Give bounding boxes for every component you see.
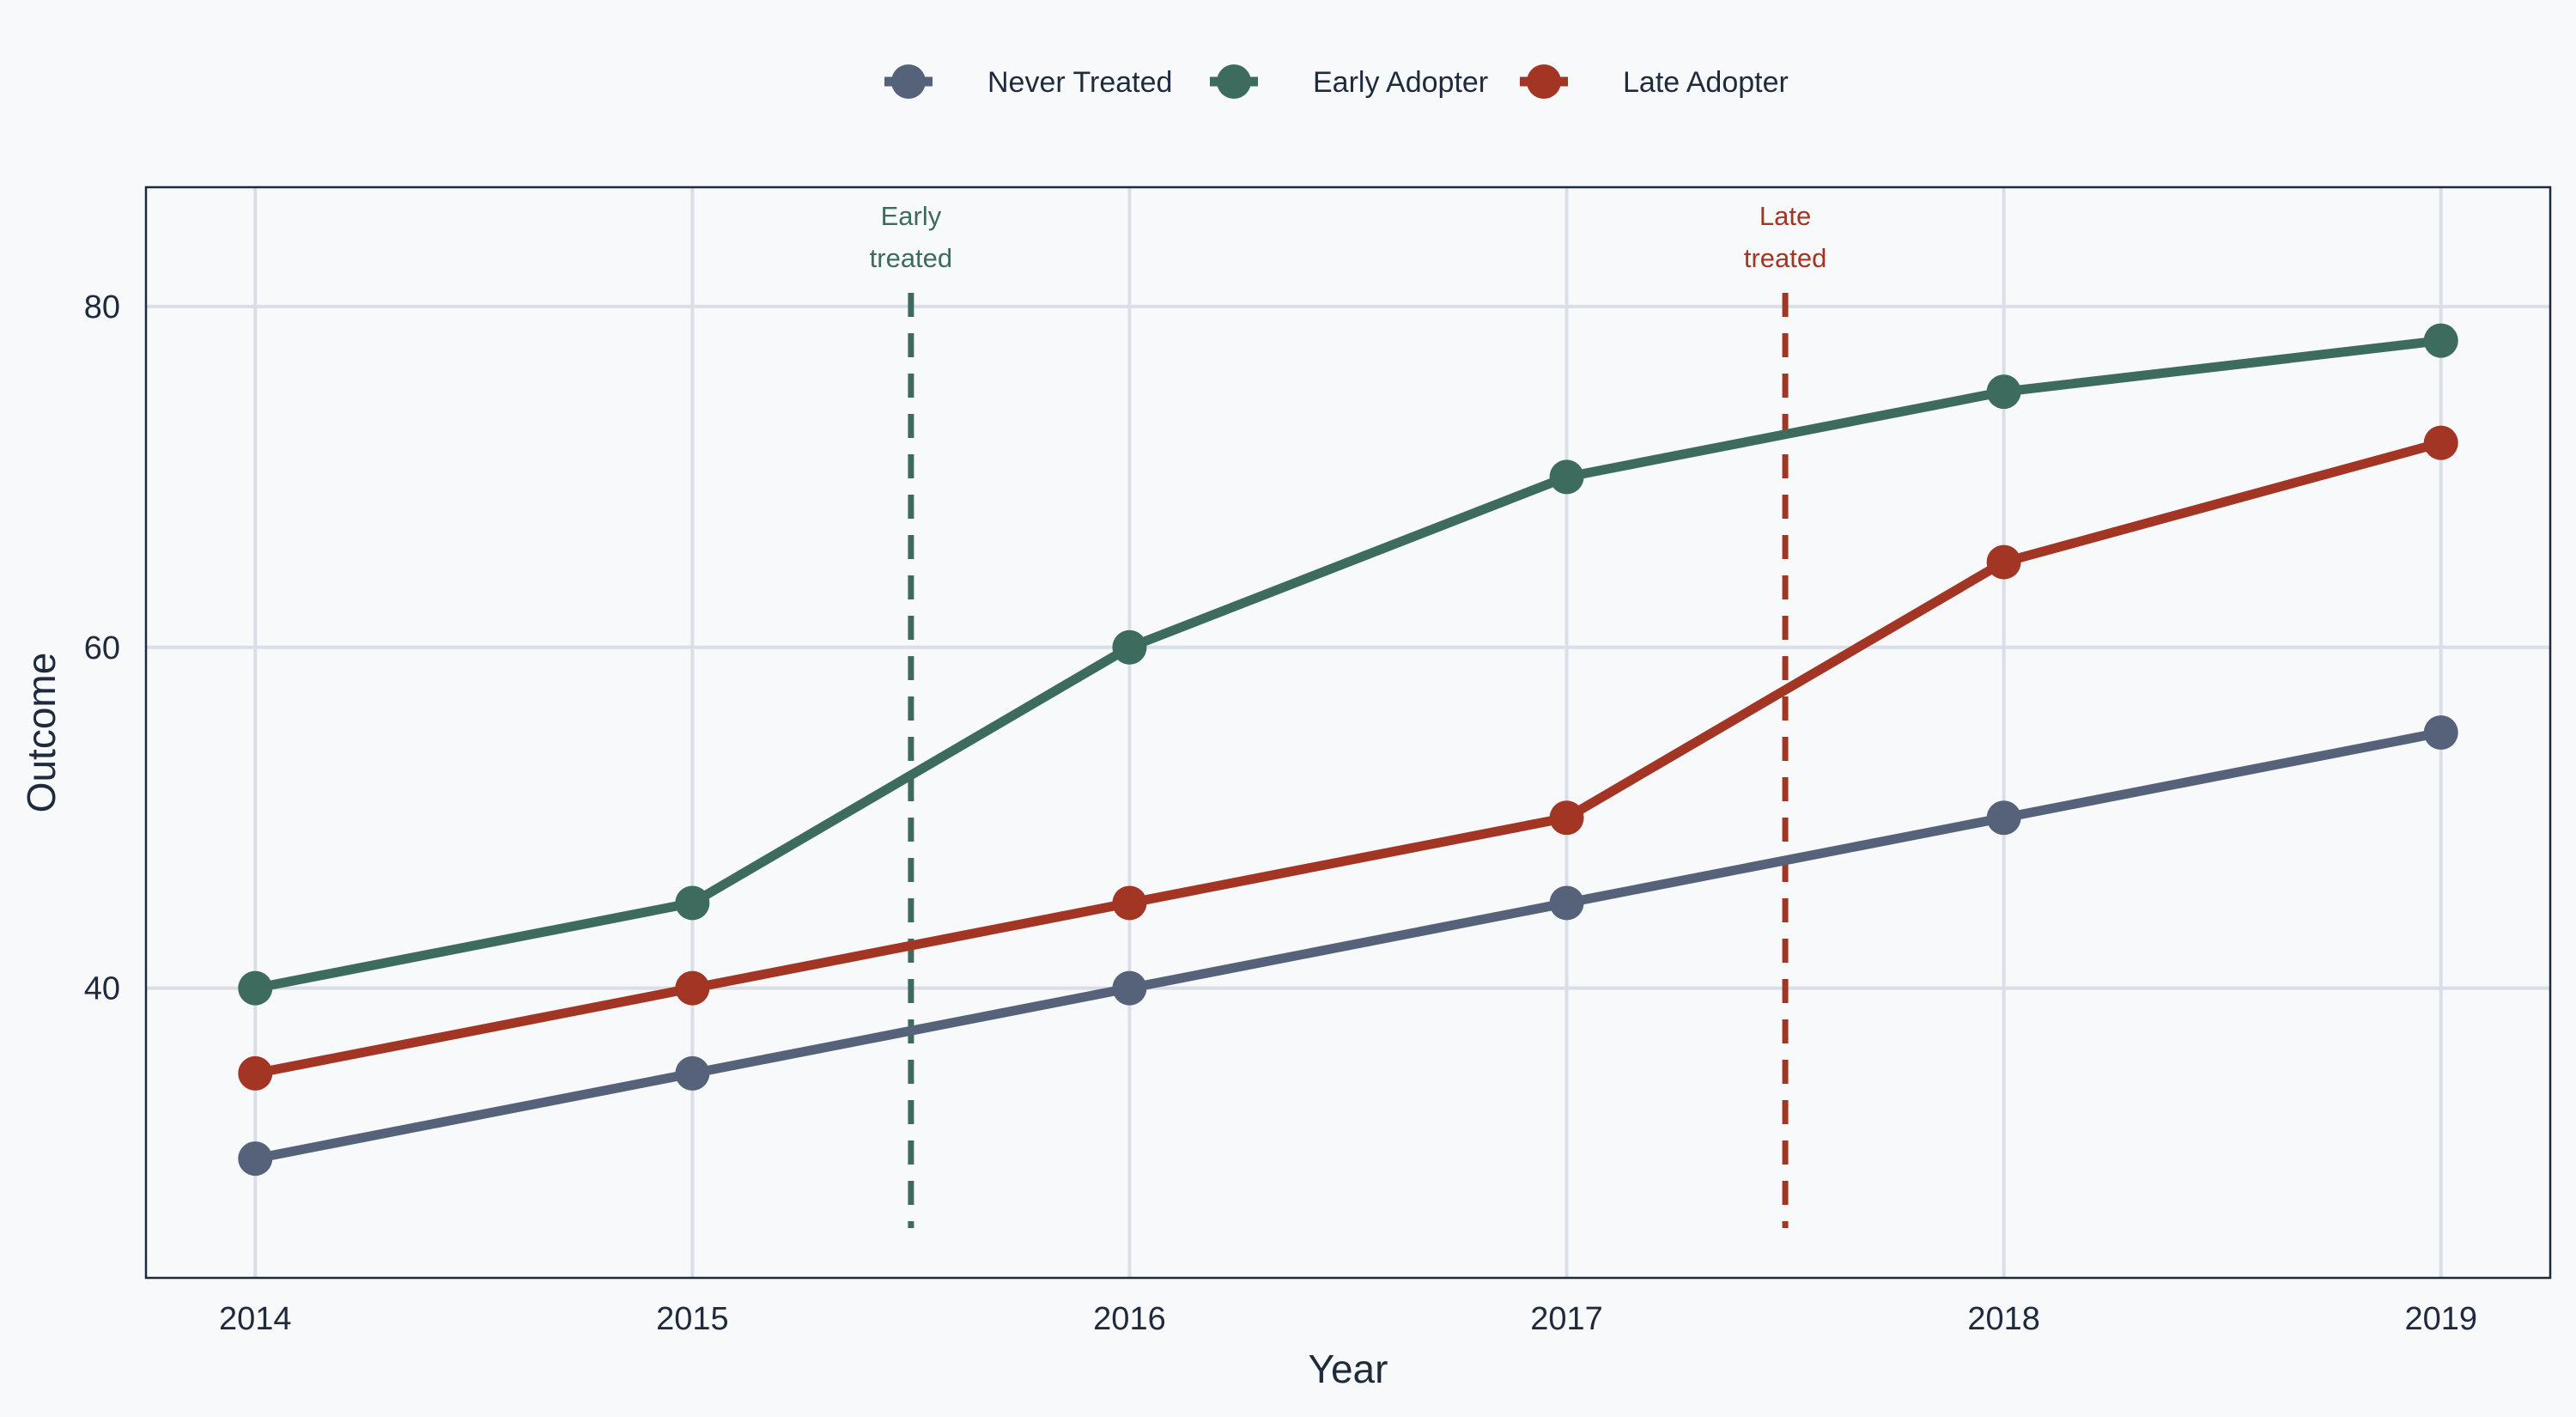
data-point	[1986, 374, 2021, 410]
data-point	[238, 1141, 273, 1177]
legend-marker	[1527, 64, 1561, 99]
x-axis-title: Year	[1309, 1347, 1388, 1391]
data-point	[238, 970, 273, 1006]
treatment-label-line2: treated	[870, 243, 953, 273]
series-points	[238, 323, 2458, 1177]
legend-label: Early Adopter	[1313, 66, 1488, 99]
y-axis-ticks: 40 60 80	[84, 289, 120, 1007]
x-tick-label: 2014	[219, 1301, 292, 1337]
series-line	[250, 336, 2446, 994]
x-tick-label: 2017	[1530, 1301, 1603, 1337]
legend: Never Treated Early Adopter Late Adopter	[884, 64, 1789, 99]
series-line	[250, 727, 2446, 1164]
data-point	[675, 970, 710, 1006]
x-tick-label: 2018	[1967, 1301, 2040, 1337]
legend-marker	[1217, 64, 1251, 99]
treatment-annotations: Early treated Late treated	[870, 201, 1827, 1228]
data-point	[1112, 970, 1147, 1006]
data-point	[1986, 800, 2021, 836]
data-point	[2423, 323, 2458, 358]
y-tick-label: 60	[84, 630, 120, 666]
series-line	[250, 438, 2446, 1079]
y-axis-title: Outcome	[19, 653, 64, 813]
data-point	[238, 1055, 273, 1091]
treatment-label-line1: Late	[1759, 201, 1811, 231]
legend-label: Never Treated	[987, 66, 1172, 99]
data-point	[675, 885, 710, 921]
data-point	[1986, 544, 2021, 580]
series-lines	[250, 336, 2446, 1164]
legend-label: Late Adopter	[1623, 66, 1789, 99]
x-tick-label: 2019	[2404, 1301, 2477, 1337]
data-point	[1549, 885, 1584, 921]
legend-marker	[891, 64, 926, 99]
y-tick-label: 40	[84, 971, 120, 1007]
x-tick-label: 2015	[656, 1301, 729, 1337]
data-point	[1549, 459, 1584, 495]
x-tick-label: 2016	[1093, 1301, 1166, 1337]
data-point	[1549, 800, 1584, 836]
data-point	[2423, 715, 2458, 750]
x-axis-ticks: 2014 2015 2016 2017 2018 2019	[219, 1301, 2477, 1337]
data-point	[675, 1055, 710, 1091]
data-point	[1112, 885, 1147, 921]
treatment-label-line2: treated	[1744, 243, 1827, 273]
y-tick-label: 80	[84, 289, 120, 325]
data-point	[2423, 425, 2458, 460]
data-point	[1112, 629, 1147, 665]
plot-frame	[144, 185, 2552, 1280]
treatment-label-line1: Early	[881, 201, 942, 231]
